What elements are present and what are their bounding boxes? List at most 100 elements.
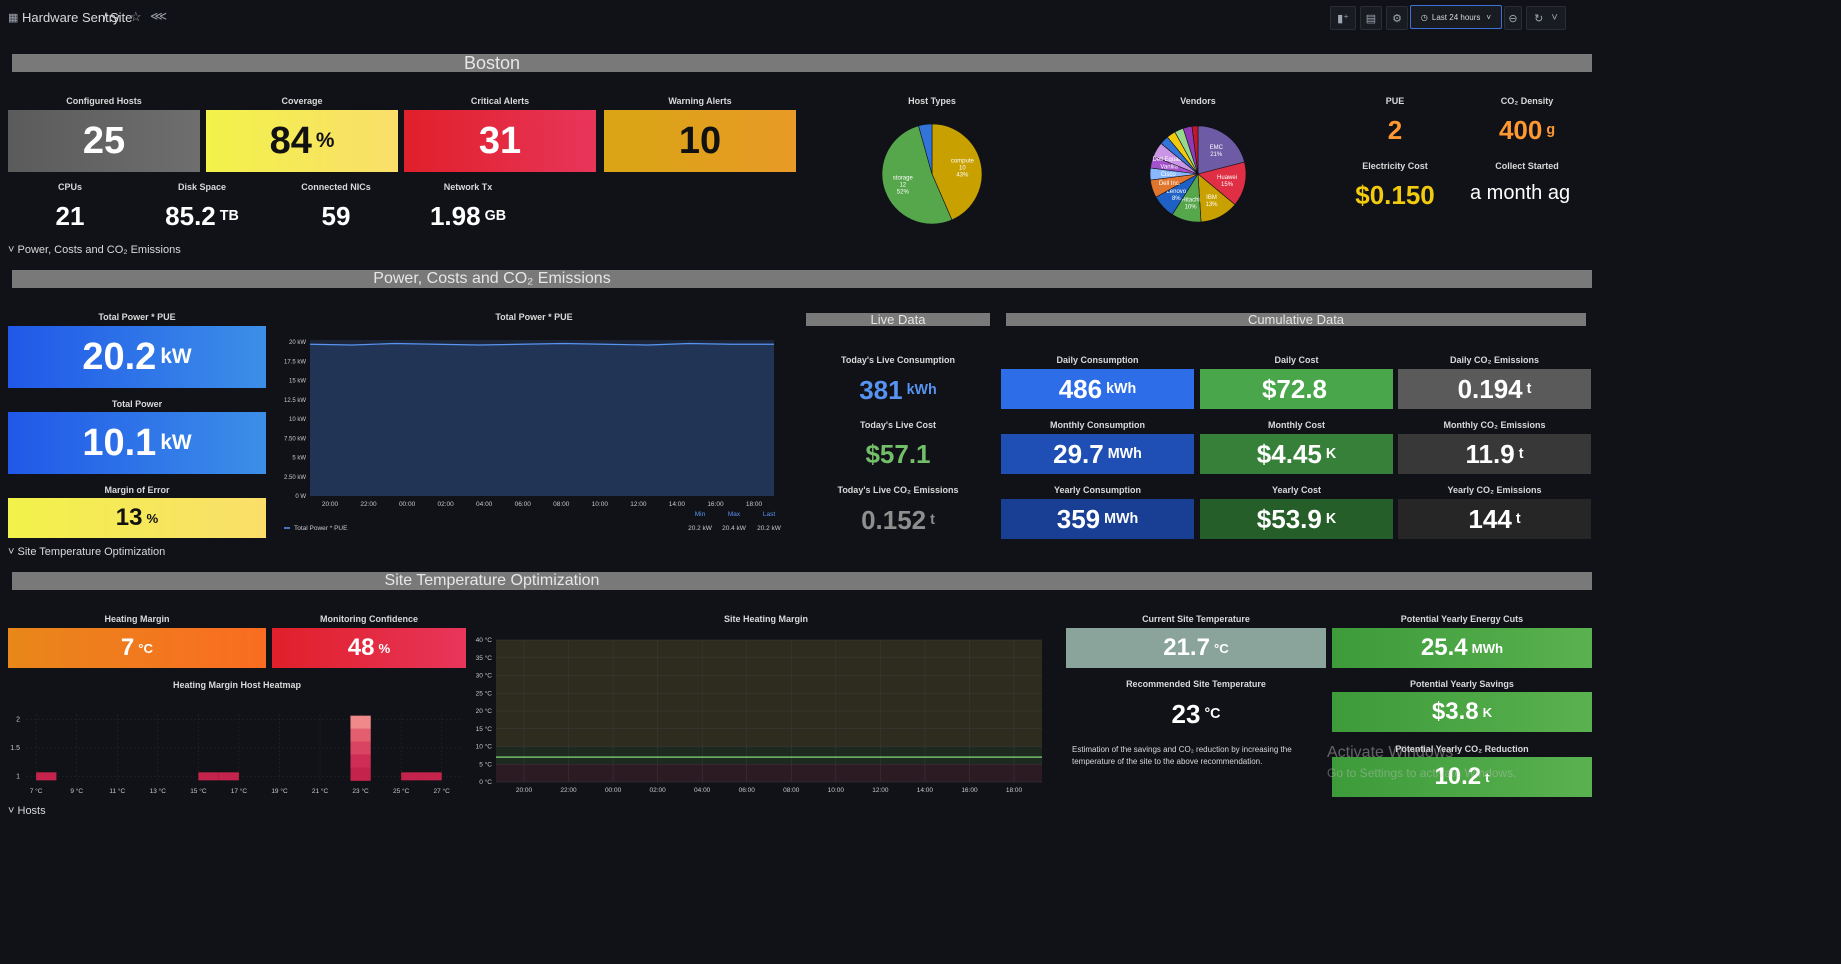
row-title: Power, Costs and CO₂ Emissions (373, 270, 611, 287)
heatmap-cell[interactable] (350, 728, 371, 743)
recommended-temp-stat[interactable]: 23 °C (1066, 696, 1326, 732)
total-power-chart[interactable]: 0 W 2.50 kW 5 kW 7.50 kW 10 kW 12.5 kW 15 kW 17… (276, 328, 792, 536)
cumulative-stat[interactable]: 486 kWh (1001, 369, 1194, 409)
stat-value: 23 (1171, 698, 1201, 729)
collect-started-stat[interactable]: a month ag (1470, 182, 1570, 212)
cumulative-stat[interactable]: 0.194 t (1398, 369, 1591, 409)
panel-title: Disk Space (177, 182, 227, 192)
refresh-button[interactable]: ↻ ˅ (1526, 6, 1566, 30)
heating-margin-stat[interactable]: 7 °C (8, 628, 266, 668)
heatmap-cell[interactable] (350, 754, 371, 768)
heatmap-cell[interactable] (350, 767, 371, 781)
disk-space-stat[interactable]: 85.2 TB (140, 198, 264, 234)
live-co2-stat[interactable]: 0.152 t (806, 502, 990, 538)
margin-of-error-stat[interactable]: 13% (8, 498, 266, 538)
share-icon[interactable]: ⋘ (150, 9, 168, 23)
heatmap-cell[interactable] (421, 772, 442, 781)
heatmap-cell[interactable] (36, 772, 57, 781)
warning-alerts-stat[interactable]: 10 (604, 110, 796, 172)
cumulative-stat[interactable]: $72.8 (1200, 369, 1393, 409)
pie-slice[interactable] (918, 123, 933, 175)
pie-slice[interactable] (931, 123, 983, 221)
breadcrumb-page[interactable]: Site (110, 10, 133, 25)
co2-reduction-stat[interactable]: 10.2 t (1332, 757, 1592, 797)
pie-label: 15% (1221, 182, 1234, 188)
coverage-stat[interactable]: 84% (206, 110, 398, 172)
row-toggle-power[interactable]: ˅ Power, Costs and CO₂ Emissions (8, 244, 181, 256)
x-tick-label: 10:00 (592, 501, 609, 508)
heatmap-cell[interactable] (198, 772, 219, 781)
stat-unit: MWh (1104, 511, 1139, 527)
heatmap-cell[interactable] (218, 772, 239, 781)
stat-unit: % (378, 640, 391, 656)
top-bar: ▦ Hardware Sentry / Site ☆ ⋘ ▮⁺ ▤ ⚙ ◷ La… (0, 0, 1841, 38)
electricity-cost-stat[interactable]: $0.150 (1330, 177, 1460, 213)
cpus-stat[interactable]: 21 (8, 198, 132, 234)
pie-slice[interactable] (1197, 125, 1245, 175)
total-power-stat[interactable]: 10.1 kW (8, 412, 266, 474)
stat-unit: GB (484, 208, 507, 224)
monitoring-confidence-stat[interactable]: 48% (272, 628, 466, 668)
legend-series-name[interactable]: Total Power * PUE (294, 525, 348, 532)
legend-column-header[interactable]: Min (695, 511, 706, 518)
zoom-out-button[interactable]: ⊖ (1504, 6, 1522, 30)
add-panel-button[interactable]: ▮⁺ (1330, 6, 1356, 30)
total-power-pue-stat[interactable]: 20.2 kW (8, 326, 266, 388)
savings-stat[interactable]: $3.8 K (1332, 692, 1592, 732)
cumulative-stat[interactable]: 11.9 t (1398, 434, 1591, 474)
y-tick-label: 0 °C (479, 778, 492, 786)
heatmap-cell[interactable] (350, 741, 371, 755)
pie-label: 10% (1185, 204, 1198, 210)
panel-title: Critical Alerts (470, 96, 530, 106)
heatmap-cell[interactable] (401, 772, 422, 781)
row-toggle-hosts[interactable]: ˅ Hosts (8, 805, 46, 817)
legend-column-header[interactable]: Last (763, 511, 775, 518)
panel-title: Heating Margin (104, 614, 170, 624)
co2-density-stat[interactable]: 400 g (1472, 112, 1582, 148)
heating-margin-heatmap[interactable]: 11.527 °C 9 °C 11 °C 13 °C 15 °C 17 °C 19 °C 21… (4, 696, 466, 800)
time-range-picker[interactable]: ◷ Last 24 hours ˅ (1410, 5, 1502, 29)
cumulative-stat[interactable]: $4.45 K (1200, 434, 1393, 474)
cumulative-stat[interactable]: 359 MWh (1001, 499, 1194, 539)
configured-hosts-stat[interactable]: 25 (8, 110, 200, 172)
stat-unit: kW (160, 345, 192, 368)
energy-cuts-stat[interactable]: 25.4 MWh (1332, 628, 1592, 668)
cumulative-stat[interactable]: 29.7 MWh (1001, 434, 1194, 474)
pie-slice[interactable] (1191, 125, 1199, 175)
star-icon[interactable]: ☆ (130, 9, 142, 24)
pue-stat[interactable]: 2 (1340, 112, 1450, 148)
legend-column-header[interactable]: Max (728, 511, 741, 518)
heatmap-cell[interactable] (350, 715, 371, 730)
stat-unit: g (1546, 122, 1556, 138)
save-dashboard-button[interactable]: ▤ (1360, 6, 1382, 30)
site-heating-margin-chart[interactable]: 0 °C 5 °C 10 °C 15 °C 20 °C 25 °C 30 °C 35 °C 40… (466, 632, 1056, 800)
stat-value: 1.98 (429, 200, 481, 231)
x-tick-label: 9 °C (70, 787, 83, 795)
critical-alerts-stat[interactable]: 31 (404, 110, 596, 172)
apps-icon[interactable]: ▦ (8, 12, 19, 24)
x-tick-label: 04:00 (476, 501, 493, 508)
stat-value: 31 (478, 119, 522, 162)
panel-title: Potential Yearly Savings (1410, 679, 1514, 689)
stat-value: 400 (1498, 114, 1543, 145)
settings-button[interactable]: ⚙ (1386, 6, 1408, 30)
row-toggle-temperature[interactable]: ˅ Site Temperature Optimization (8, 546, 165, 558)
breadcrumb-root[interactable]: Hardware Sentry (22, 10, 120, 25)
legend-value: 20.2 kW (688, 525, 713, 532)
current-temp-stat[interactable]: 21.7 °C (1066, 628, 1326, 668)
save-icon: ▤ (1365, 12, 1377, 25)
panel-title: Total Power (111, 399, 163, 409)
pie-slice[interactable] (881, 125, 953, 225)
x-tick-label: 7 °C (30, 787, 43, 795)
cumulative-stat[interactable]: 144 t (1398, 499, 1591, 539)
live-cost-stat[interactable]: $57.1 (806, 436, 990, 472)
connected-nics-stat[interactable]: 59 (274, 198, 398, 234)
row-toggle-label: Site Temperature Optimization (17, 546, 166, 558)
row-title: Site Temperature Optimization (384, 572, 600, 589)
network-tx-stat[interactable]: 1.98 GB (406, 198, 530, 234)
live-consumption-stat[interactable]: 381 kWh (806, 372, 990, 408)
stat-value: 7 (120, 634, 135, 661)
cumulative-stat[interactable]: $53.9 K (1200, 499, 1393, 539)
